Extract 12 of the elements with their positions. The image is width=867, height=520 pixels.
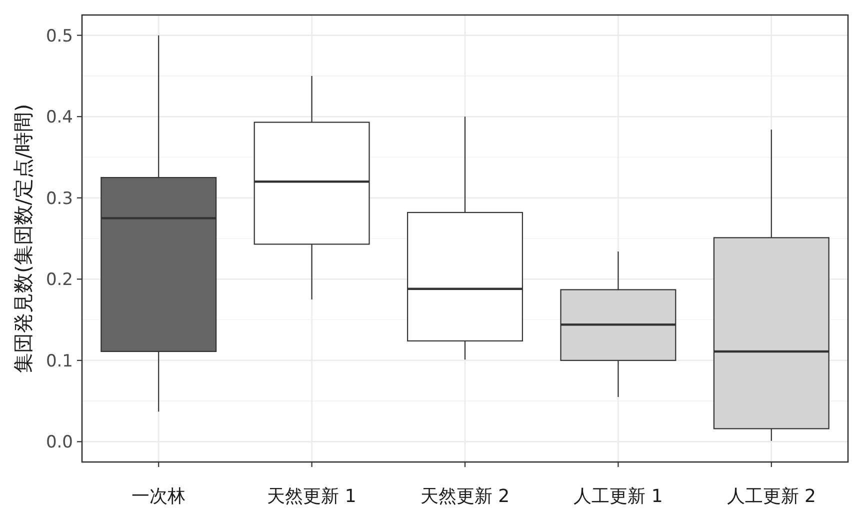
y-axis-title: 集団発見数(集団数/定点/時間) [11,104,35,374]
y-tick-label: 0.1 [46,351,73,372]
x-tick-label: 人工更新 1 [574,486,663,507]
x-tick-label: 天然更新 1 [267,486,356,507]
y-tick-label: 0.2 [46,270,73,290]
y-tick-label: 0.4 [46,108,73,128]
x-tick-label: 一次林 [132,486,186,507]
y-tick-label: 0.5 [46,26,73,46]
x-tick-label: 天然更新 2 [420,486,510,507]
x-tick-label: 人工更新 2 [726,486,816,507]
y-tick-label: 0.0 [46,432,73,453]
y-tick-label: 0.3 [46,188,73,209]
